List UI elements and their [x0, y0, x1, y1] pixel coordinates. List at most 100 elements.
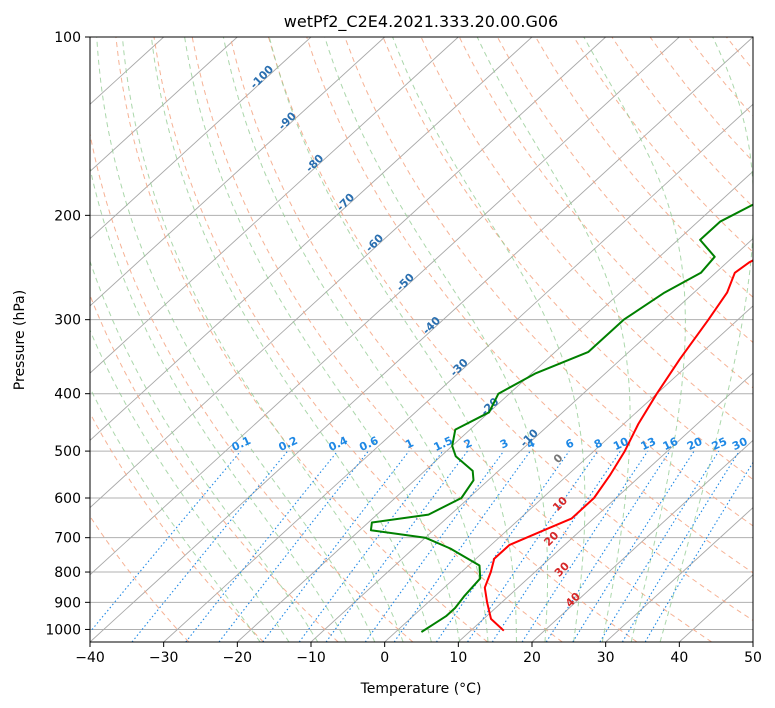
y-tick-label: 1000: [45, 622, 81, 638]
y-tick-label: 800: [54, 565, 81, 581]
dry-adiabat-line: [687, 37, 753, 117]
moist-adiabat-label: 30: [552, 559, 572, 579]
dry-adiabat-line: [573, 37, 753, 253]
mixing-ratio-line: [262, 450, 410, 642]
mixing-ratio-line: [644, 461, 753, 642]
y-tick-label: 200: [54, 208, 81, 224]
plot-frame: [89, 36, 754, 643]
x-tick-label: −30: [149, 650, 179, 666]
x-axis-label: Temperature (°C): [360, 681, 482, 697]
isotherm-line: [384, 305, 753, 642]
moist-adiabat-label: 40: [563, 590, 583, 610]
mixing-ratio-label: 30: [730, 435, 750, 453]
dry-adiabat-line: [496, 37, 753, 344]
moist-adiabat-line: [184, 37, 461, 642]
y-tick-label: 600: [54, 491, 81, 507]
background-lines: 0.1 0.2 0.4 0.6 1 1.5 2 3 4 6 8 10 13 16 20 25 30 36-100-…: [90, 37, 775, 642]
dry-adiabat-line: [229, 37, 712, 642]
mixing-ratio-label: 20: [685, 435, 705, 453]
isotherm-line: [90, 37, 607, 509]
isotherm-line: [90, 37, 238, 173]
isotherm-label: -30: [448, 356, 471, 379]
moist-adiabat-line: [583, 37, 686, 642]
mixing-ratio-line: [545, 450, 671, 642]
mixing-ratio-label: 1: [403, 436, 415, 451]
y-tick-label: 900: [54, 595, 81, 611]
x-tick-label: 30: [597, 650, 615, 666]
isotherm-line: [457, 372, 753, 642]
moist-adiabat-label: 20: [541, 529, 561, 549]
y-tick-label: 400: [54, 387, 81, 403]
mixing-ratio-line: [435, 450, 570, 642]
dry-adiabat-line: [90, 131, 414, 642]
dry-adiabat-line: [649, 37, 753, 163]
moist-adiabat-line: [121, 37, 404, 642]
isotherm-line: [90, 37, 680, 576]
mixing-ratio-line: [599, 450, 720, 642]
axes: −40 −30 −20 −10 0 10 20 30 40 5010020030040050060…: [45, 30, 762, 666]
isotherm-label: -10: [518, 426, 541, 449]
x-tick-label: −20: [223, 650, 253, 666]
isotherm-line: [310, 238, 753, 642]
x-tick-label: 20: [523, 650, 541, 666]
moist-adiabat-label: 0: [551, 451, 566, 466]
dry-adiabat-line: [153, 37, 563, 642]
dry-adiabat-line: [344, 37, 753, 527]
y-tick-label: 700: [54, 531, 81, 547]
x-tick-label: 10: [449, 650, 467, 666]
y-tick-label: 300: [54, 313, 81, 329]
moist-adiabat-line: [90, 328, 290, 642]
mixing-ratio-line: [491, 450, 621, 642]
isotherm-line: [90, 37, 533, 441]
x-tick-label: 0: [380, 650, 389, 666]
moist-adiabat-line: [392, 37, 586, 642]
x-tick-label: −40: [75, 650, 105, 666]
isotherm-label: -50: [394, 270, 417, 293]
dry-adiabat-line: [535, 37, 753, 298]
dry-adiabat-line: [90, 293, 339, 642]
moist-adiabat-line: [150, 37, 432, 642]
temperature-profile-line: [483, 259, 753, 632]
isotherm-label: -80: [303, 152, 326, 175]
chart-title: wetPf2_C2E4.2021.333.20.00.G06: [284, 12, 558, 32]
moist-adiabat-label: 10: [550, 494, 570, 514]
mixing-ratio-line: [364, 450, 505, 642]
mixing-ratio-line: [521, 450, 649, 642]
dry-adiabat-line: [458, 37, 753, 389]
y-tick-label: 100: [54, 30, 81, 46]
moist-adiabat-line: [90, 259, 319, 642]
y-tick-label: 500: [54, 444, 81, 460]
isotherm-label: -40: [420, 314, 443, 337]
isotherm-line: [236, 170, 753, 642]
mixing-ratio-line: [90, 450, 242, 633]
moist-adiabat-line: [659, 37, 753, 642]
data-series: [369, 203, 753, 633]
y-axis-label: Pressure (hPa): [12, 290, 28, 390]
mixing-ratio-label: 13: [639, 435, 658, 453]
dry-adiabat-line: [726, 37, 753, 71]
mixing-ratio-line: [325, 450, 468, 642]
isotherm-line: [90, 37, 459, 374]
x-tick-label: 40: [670, 650, 688, 666]
mixing-ratio-label: 3: [498, 436, 510, 451]
mixing-ratio-line: [572, 450, 695, 642]
isotherm-line: [90, 37, 312, 240]
moist-adiabat-line: [268, 37, 517, 642]
dry-adiabat-line: [191, 37, 638, 642]
dry-adiabat-line: [90, 412, 264, 642]
isotherm-line: [531, 439, 753, 642]
mixing-ratio-line: [467, 450, 599, 642]
mixing-ratio-label: 36: [751, 435, 771, 453]
isotherm-line: [752, 641, 753, 642]
mixing-ratio-line: [218, 450, 369, 642]
mixing-ratio-line: [393, 450, 531, 642]
dewpoint-profile-line: [369, 203, 753, 633]
isotherm-label: -70: [334, 190, 357, 213]
mixing-ratio-label: 8: [592, 436, 604, 451]
dry-adiabat-line: [765, 37, 775, 642]
isotherm-line: [605, 506, 753, 642]
mixing-ratio-label: 6: [563, 436, 576, 451]
mixing-ratio-label: 25: [710, 435, 729, 453]
mixing-ratio-line: [131, 450, 289, 642]
